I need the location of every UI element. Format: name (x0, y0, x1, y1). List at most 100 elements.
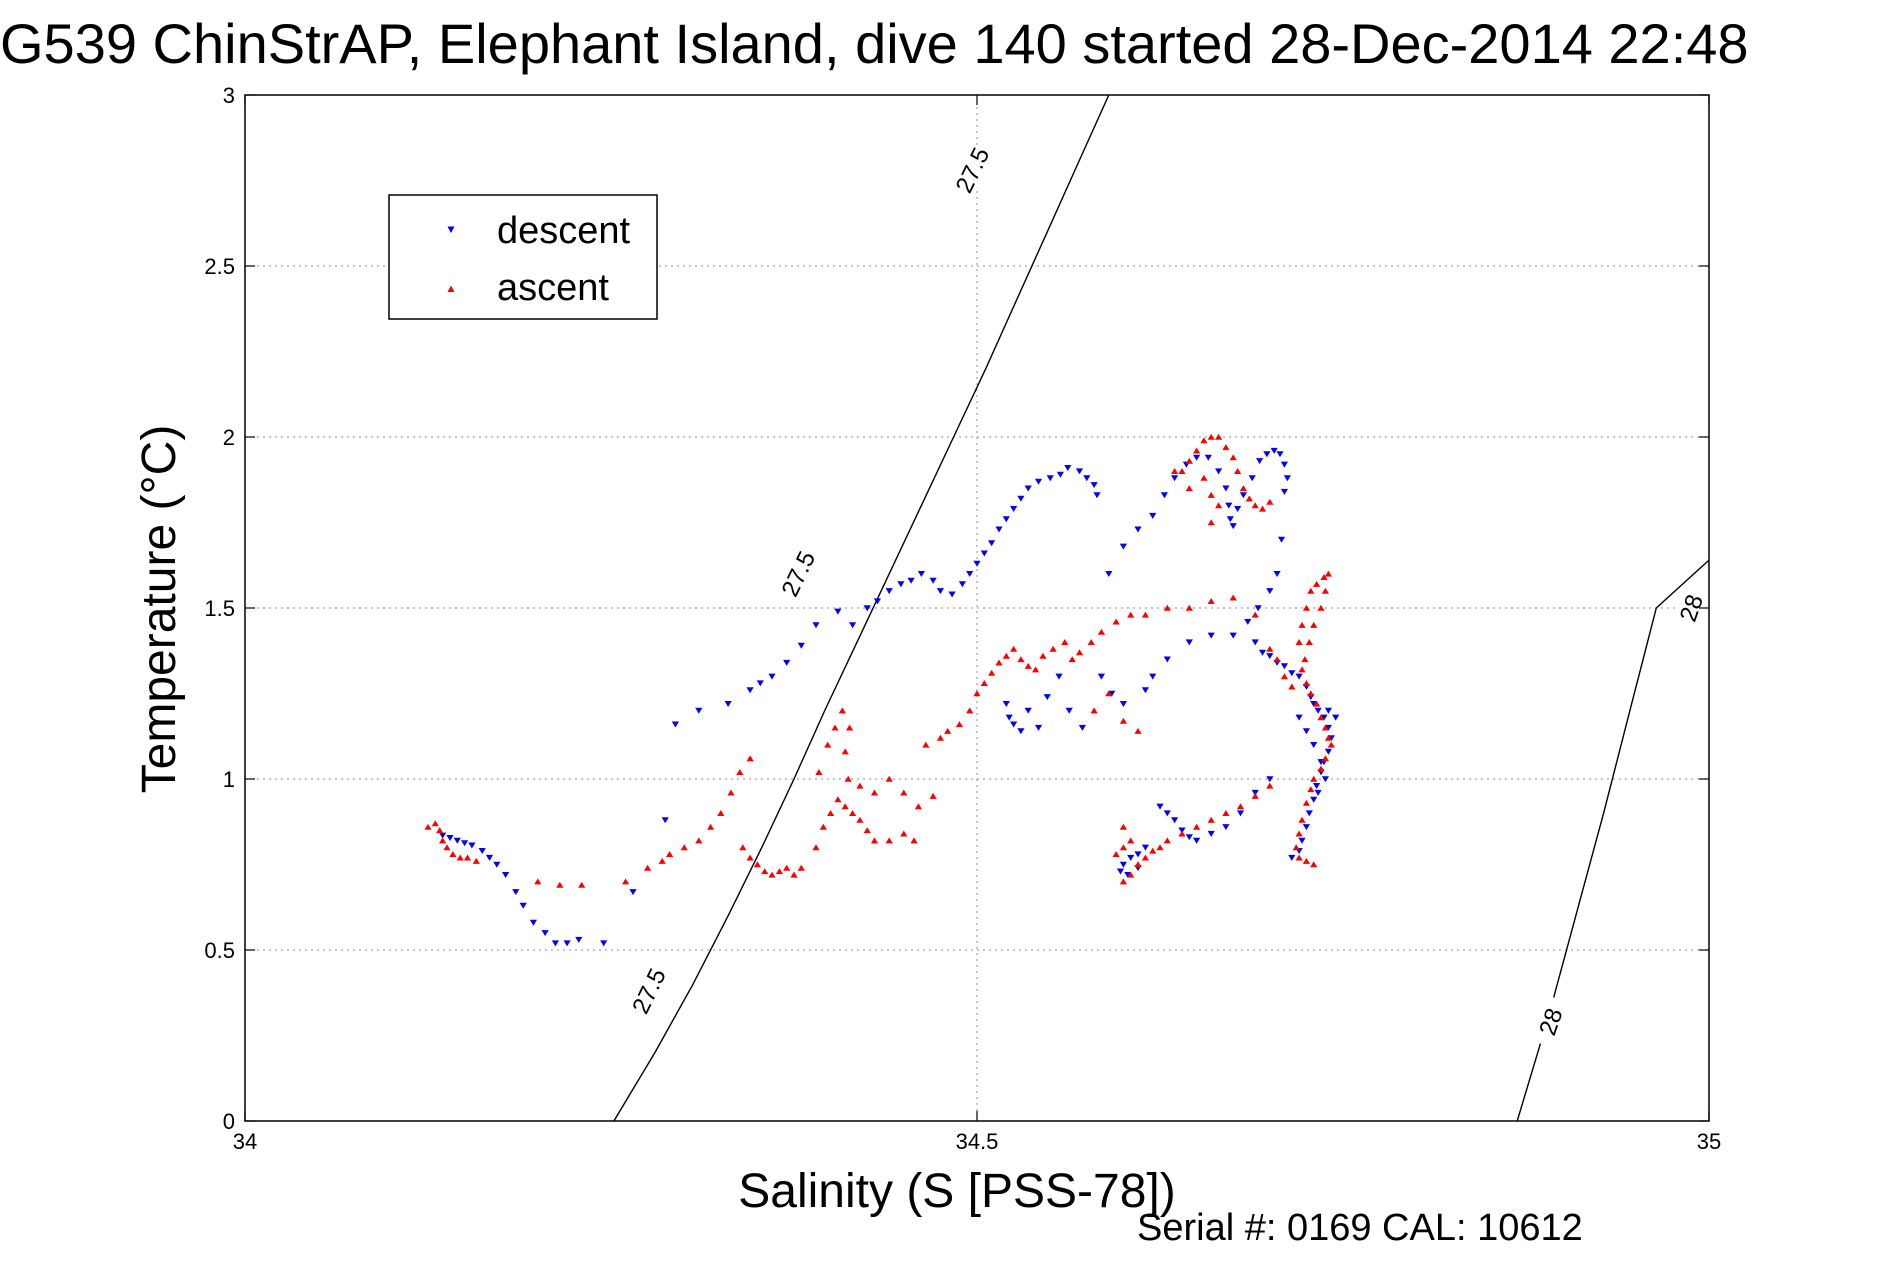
descent-point (724, 701, 732, 707)
ascent-point (695, 837, 703, 844)
ascent-point (980, 680, 988, 686)
ascent-point (746, 755, 754, 762)
descent-point (885, 588, 893, 595)
descent-point (541, 930, 549, 937)
y-tick-label: 1.5 (204, 596, 235, 621)
descent-point (1055, 673, 1063, 680)
ascent-point (1302, 604, 1310, 611)
descent-point (1024, 707, 1032, 714)
ascent-point (1185, 457, 1193, 464)
descent-point (671, 721, 679, 728)
ascent-point (846, 724, 854, 731)
ascent-point (431, 820, 439, 827)
ascent-point (463, 854, 472, 861)
ascent-point (966, 707, 974, 714)
ascent-point (1298, 666, 1306, 673)
descent-point (1134, 526, 1142, 533)
descent-point (453, 837, 461, 844)
ascent-point (1127, 837, 1135, 844)
ascent-point (1295, 830, 1303, 837)
descent-point (849, 622, 857, 629)
ascent-point (746, 854, 754, 861)
ascent-point (456, 854, 464, 861)
descent-point (529, 919, 537, 926)
descent-point (1248, 475, 1256, 482)
descent-point (1273, 571, 1281, 577)
ascent-point (1273, 656, 1281, 663)
descent-point (1119, 701, 1127, 707)
descent-point (1078, 724, 1086, 731)
descent-point (1163, 810, 1171, 817)
ascent-point (1141, 611, 1149, 618)
ascent-point (812, 844, 820, 851)
descent-point (936, 588, 944, 595)
descent-point (1005, 714, 1013, 721)
descent-point (1163, 656, 1171, 663)
descent-point (1204, 454, 1212, 461)
descent-point (1002, 701, 1010, 707)
ascent-point (1097, 628, 1105, 635)
descent-point (1097, 673, 1105, 680)
ascent-point (1229, 594, 1237, 601)
ascent-point (1119, 878, 1127, 885)
ascent-point (827, 810, 835, 816)
descent-point (1320, 714, 1328, 721)
descent-point (1254, 605, 1262, 612)
ascent-point (1163, 604, 1171, 611)
ascent-point (622, 878, 630, 885)
y-tick-label: 2 (223, 425, 235, 450)
y-tick-label: 3 (223, 83, 235, 108)
descent-point (1056, 471, 1064, 478)
descent-point (1185, 834, 1193, 841)
ascent-point (1112, 851, 1120, 857)
ascent-point (1258, 505, 1267, 512)
descent-point (461, 840, 469, 847)
descent-point (1258, 649, 1267, 656)
ascent-point (1288, 683, 1296, 690)
ascent-point (1321, 587, 1329, 594)
ascent-point (1178, 468, 1186, 474)
ascent-point (988, 669, 996, 676)
ascent-point (753, 861, 761, 868)
ascent-point (1032, 666, 1040, 673)
grid (245, 95, 1709, 1121)
ascent-point (1307, 786, 1315, 793)
ascent-point (1163, 837, 1171, 844)
descent-point (980, 550, 988, 557)
descent-point (1156, 803, 1164, 810)
descent-point (1263, 451, 1271, 458)
descent-point (1298, 837, 1306, 844)
ascent-point (1039, 652, 1047, 659)
descent-point (1225, 502, 1233, 509)
y-axis-label: Temperature (°C) (133, 425, 186, 794)
descent-point (1119, 861, 1127, 868)
ascent-point (534, 878, 542, 885)
ascent-point (727, 789, 735, 796)
ascent-point (1134, 861, 1142, 868)
descent-point (1134, 851, 1142, 858)
ascent-point (1193, 447, 1201, 454)
ascent-point (1313, 580, 1321, 587)
descent-point (468, 842, 476, 849)
descent-point (1093, 492, 1101, 499)
descent-point (873, 598, 881, 605)
y-ticks: 0 0.5 1 1.5 2 2.5 3 (204, 83, 1709, 1134)
ascent-point (995, 659, 1003, 666)
descent-point (1321, 776, 1329, 783)
descent-point (1314, 707, 1322, 714)
descent-point (1314, 789, 1322, 796)
descent-point (1310, 796, 1318, 803)
ascent-point (1251, 792, 1259, 799)
ascent-point (1301, 656, 1309, 663)
descent-point (1229, 632, 1237, 639)
contour-label-gap (951, 143, 994, 198)
ascent-point (1245, 495, 1253, 502)
ascent-point (1239, 485, 1247, 492)
descent-point (1266, 776, 1274, 783)
descent-point (812, 622, 820, 629)
descent-point (519, 902, 527, 909)
descent-point (1043, 694, 1051, 701)
descent-point (478, 848, 486, 854)
descent-point (493, 861, 501, 868)
